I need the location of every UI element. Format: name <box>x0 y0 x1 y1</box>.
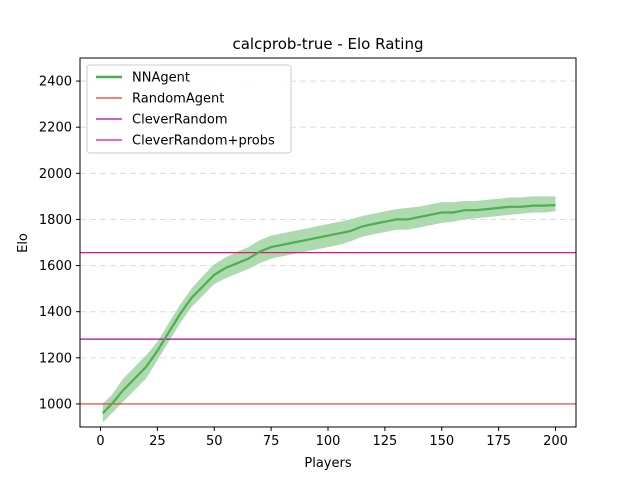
reference-lines-layer <box>80 252 576 405</box>
legend-label-nnagent: NNAgent <box>132 71 190 86</box>
y-tick-label: 1000 <box>39 397 72 412</box>
legend-box <box>86 64 292 154</box>
nnagent-line <box>102 204 556 414</box>
x-tick-label: 25 <box>149 434 166 449</box>
y-axis-label: Elo <box>16 233 31 253</box>
x-axis-label: Players <box>304 456 351 471</box>
chart-title: calcprob-true - Elo Rating <box>232 35 423 53</box>
legend-label-randomagent: RandomAgent <box>132 92 224 107</box>
x-tick-label: 75 <box>263 434 280 449</box>
x-tick-label: 100 <box>316 434 341 449</box>
y-tick-label: 1800 <box>39 213 72 228</box>
x-tick-label: 150 <box>429 434 454 449</box>
x-tick-label: 200 <box>543 434 568 449</box>
x-axis-ticks: 0 25 50 75 100 125 150 175 200 <box>96 427 568 449</box>
legend-label-cleverrandom-probs: CleverRandom+probs <box>132 134 275 149</box>
legend: NNAgent RandomAgent CleverRandom CleverRand… <box>86 64 292 154</box>
x-tick-label: 125 <box>372 434 397 449</box>
y-tick-label: 2400 <box>39 75 72 90</box>
y-tick-label: 1600 <box>39 259 72 274</box>
y-tick-label: 2200 <box>39 121 72 136</box>
legend-label-cleverrandom: CleverRandom <box>132 113 228 128</box>
confidence-band-layer <box>102 196 556 423</box>
nnagent-line-layer <box>102 204 556 414</box>
y-axis-ticks: 1000 1200 1400 1600 1800 2000 2200 2400 <box>39 75 80 412</box>
y-tick-label: 1200 <box>39 351 72 366</box>
nnagent-confidence-band <box>102 196 556 423</box>
x-tick-label: 0 <box>96 434 104 449</box>
y-tick-label: 2000 <box>39 167 72 182</box>
y-tick-label: 1400 <box>39 305 72 320</box>
x-tick-label: 50 <box>206 434 223 449</box>
x-tick-label: 175 <box>486 434 511 449</box>
